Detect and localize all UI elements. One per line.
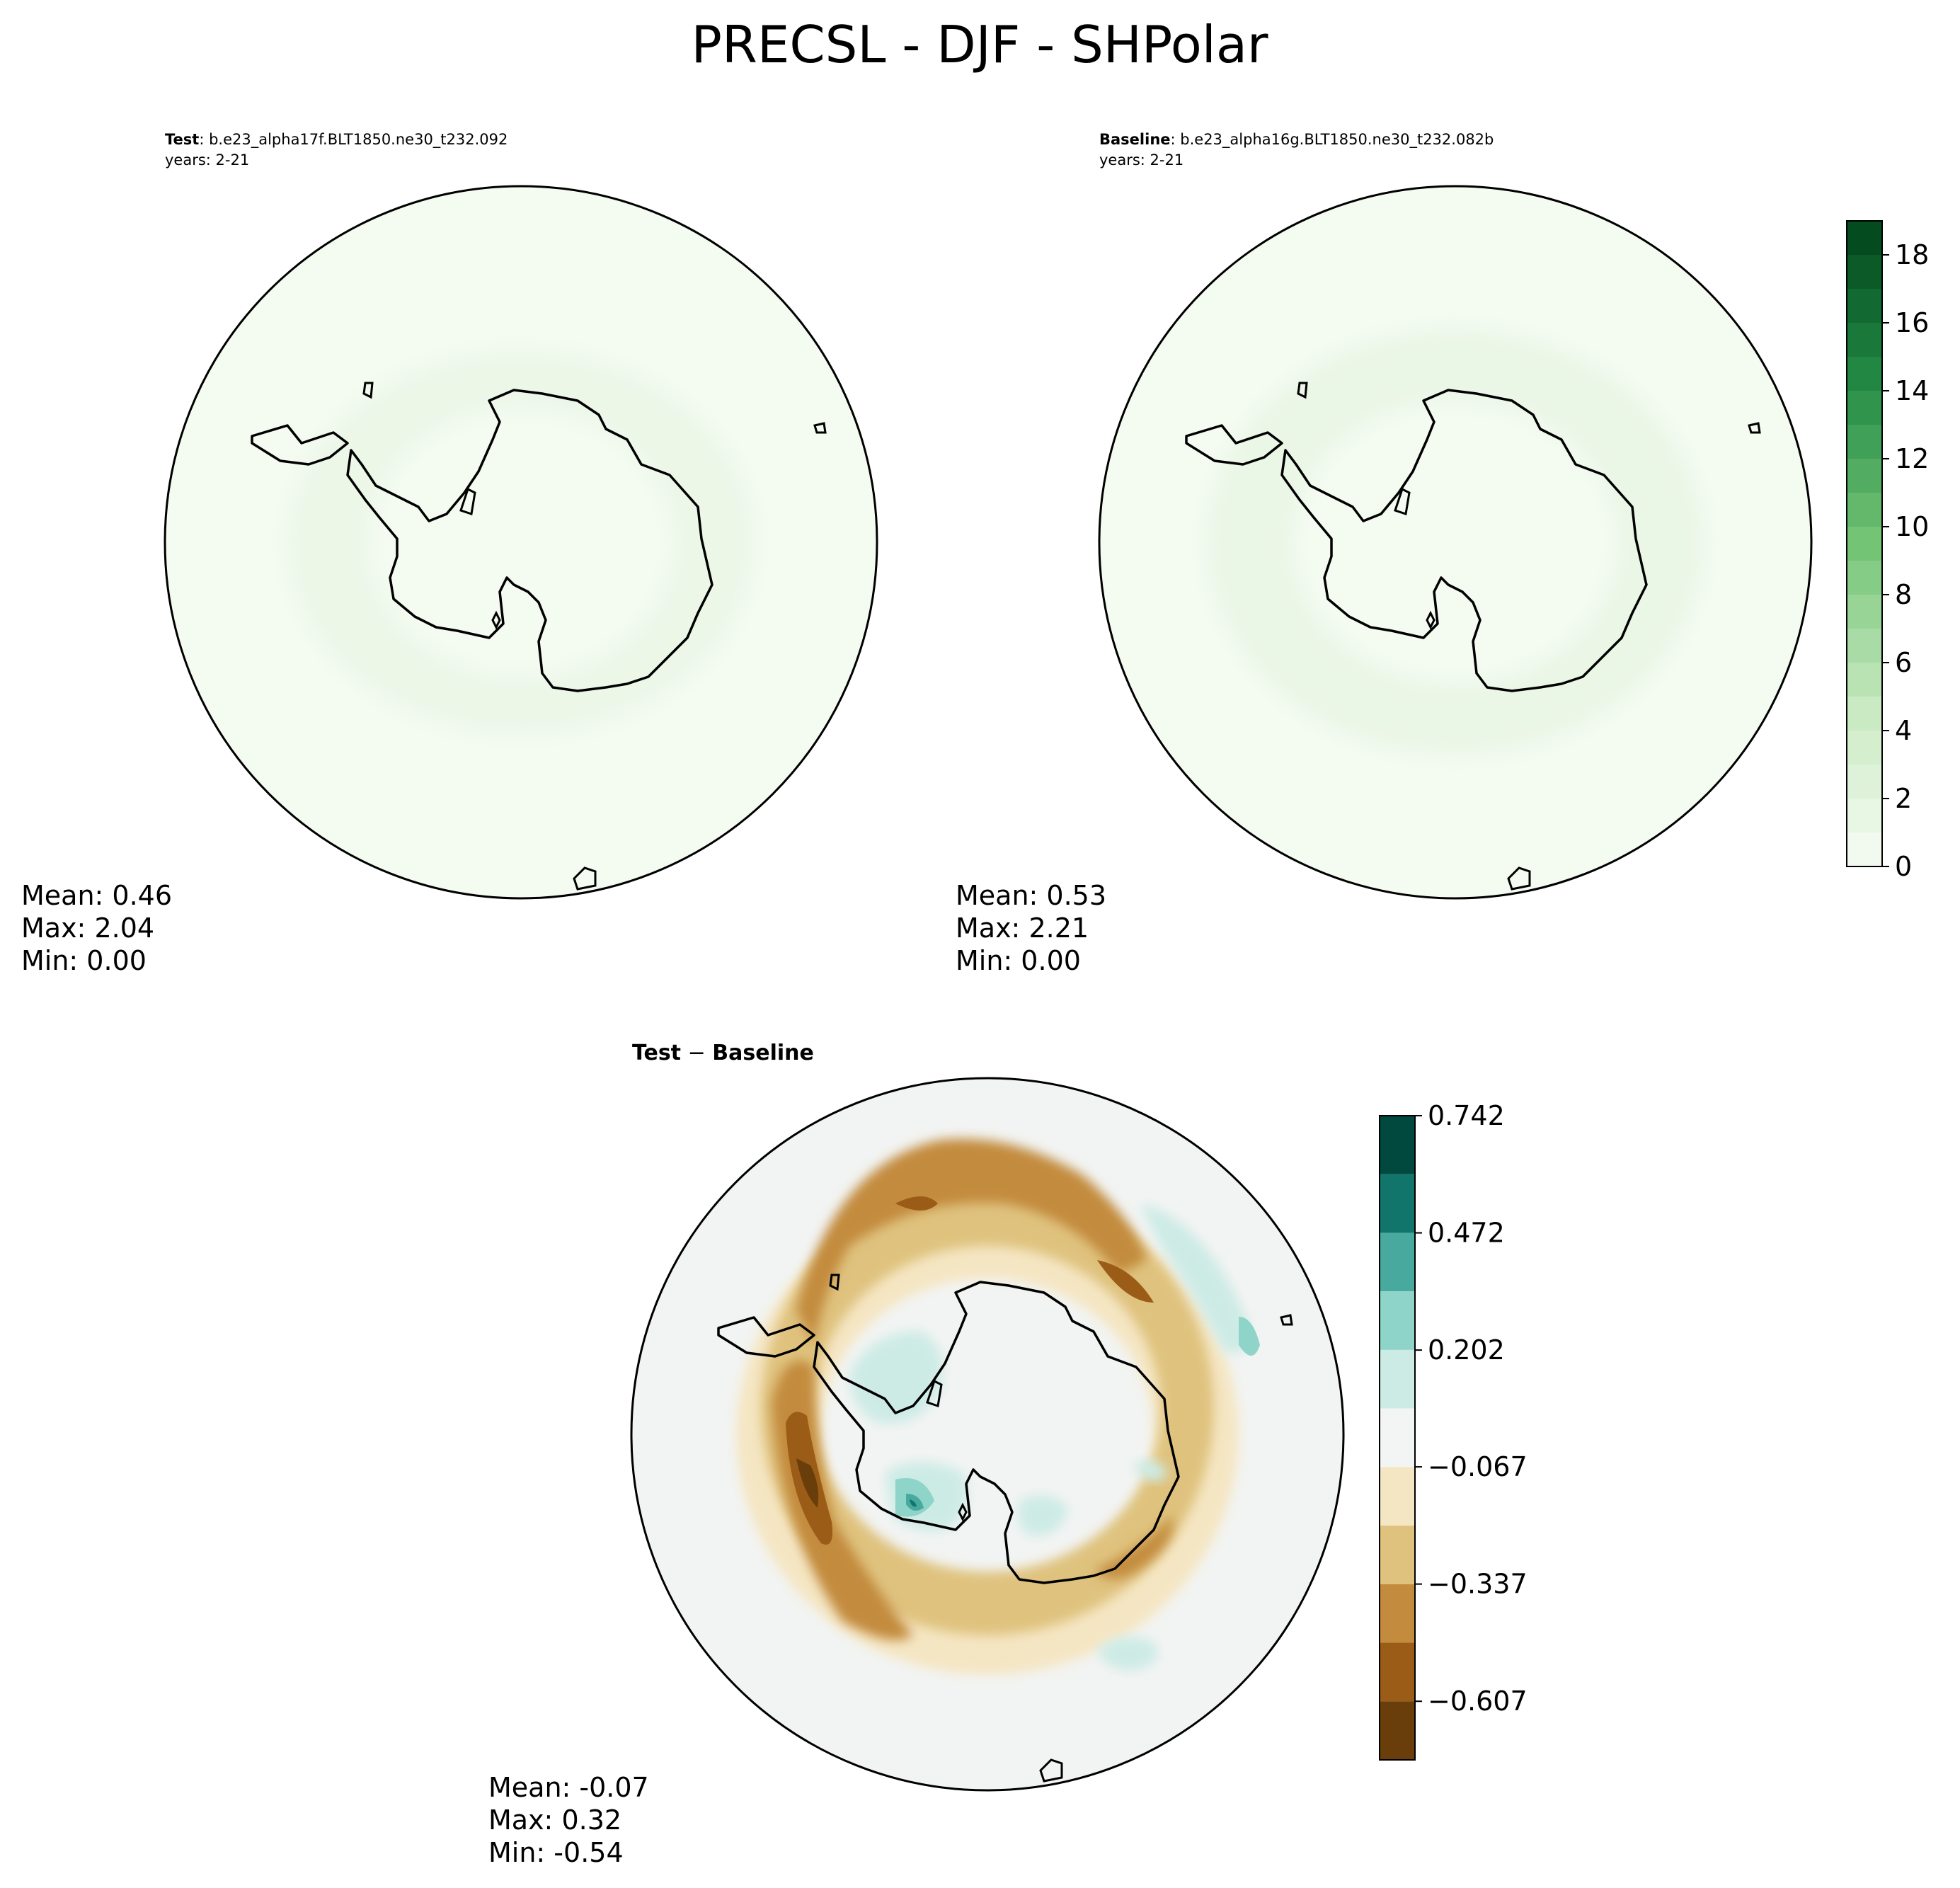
colorbar-difference-tick-label: −0.607 <box>1428 1686 1528 1717</box>
colorbar-difference-band <box>1380 1408 1415 1468</box>
colorbar-precip: 0 2 4 6 8 10 12 14 16 18 <box>1846 220 1929 882</box>
panel-difference-title-right: Baseline <box>712 1041 814 1065</box>
colorbar-difference-band <box>1380 1174 1415 1233</box>
panel-test-header: Test: b.e23_alpha17f.BLT1850.ne30_t232.0… <box>165 131 508 149</box>
panel-difference-map <box>630 1077 1345 1792</box>
colorbar-precip-tick-label: 2 <box>1895 783 1912 814</box>
colorbar-precip-tick-label: 18 <box>1895 239 1929 270</box>
panel-baseline-case: : b.e23_alpha16g.BLT1850.ne30_t232.082b <box>1171 131 1494 149</box>
colorbar-precip-band <box>1847 527 1882 561</box>
colorbar-precip-band <box>1847 357 1882 391</box>
colorbar-precip-band <box>1847 221 1882 255</box>
panel-difference-title: Test − Baseline <box>632 1041 814 1065</box>
colorbar-difference-outline <box>1379 1115 1416 1761</box>
colorbar-difference-tick-label: 0.202 <box>1428 1334 1505 1366</box>
panel-baseline-label: Baseline <box>1099 131 1171 148</box>
panel-baseline-years: years: 2-21 <box>1099 151 1184 168</box>
colorbar-difference-band <box>1380 1232 1415 1292</box>
panel-test-stats: Mean: 0.46 Max: 2.04 Min: 0.00 <box>21 880 172 976</box>
colorbar-precip-band <box>1847 255 1882 289</box>
colorbar-difference-band <box>1380 1116 1415 1174</box>
colorbar-difference-tick-label: −0.337 <box>1428 1569 1528 1600</box>
colorbar-precip-band <box>1847 595 1882 629</box>
colorbar-precip-band <box>1847 289 1882 323</box>
colorbar-precip-tick-label: 12 <box>1895 443 1929 474</box>
panel-difference-title-minus: − <box>681 1041 712 1065</box>
colorbar-precip-tick-label: 14 <box>1895 375 1929 406</box>
colorbar-difference-tick-label: 0.472 <box>1428 1218 1505 1249</box>
colorbar-difference-band <box>1380 1349 1415 1409</box>
colorbar-difference-band <box>1380 1584 1415 1643</box>
panel-baseline-mean: Mean: 0.53 <box>956 880 1106 911</box>
colorbar-precip-band <box>1847 391 1882 425</box>
colorbar-precip-band <box>1847 731 1882 765</box>
colorbar-precip-tick-label: 6 <box>1895 647 1912 678</box>
colorbar-precip-band <box>1847 425 1882 459</box>
colorbar-difference-tick-label: 0.742 <box>1428 1100 1505 1131</box>
colorbar-precip-band <box>1847 323 1882 357</box>
panel-difference-mean: Mean: -0.07 <box>488 1772 649 1803</box>
panel-baseline: Baseline: b.e23_alpha16g.BLT1850.ne30_t2… <box>956 131 1813 976</box>
panel-test-min: Min: 0.00 <box>21 945 147 976</box>
panel-baseline-stats: Mean: 0.53 Max: 2.21 Min: 0.00 <box>956 880 1106 976</box>
panel-difference-max: Max: 0.32 <box>488 1804 621 1836</box>
colorbar-difference-band <box>1380 1291 1415 1350</box>
colorbar-difference-band <box>1380 1642 1415 1702</box>
colorbar-precip-band <box>1847 663 1882 697</box>
panel-test-years: years: 2-21 <box>165 151 249 168</box>
panel-test-mean: Mean: 0.46 <box>21 880 172 911</box>
panel-test-field <box>287 350 755 734</box>
colorbar-precip-tick-label: 16 <box>1895 307 1929 338</box>
colorbar-precip-tick-label: 0 <box>1895 851 1912 882</box>
panel-test-map <box>164 185 878 900</box>
panel-test-max: Max: 2.04 <box>21 912 154 944</box>
panel-difference-field <box>736 1138 1260 1675</box>
panel-baseline-map <box>1098 185 1813 900</box>
panel-baseline-max: Max: 2.21 <box>956 912 1089 944</box>
figure-title: PRECSL - DJF - SHPolar <box>691 15 1268 74</box>
colorbar-difference-band <box>1380 1526 1415 1584</box>
colorbar-precip-band <box>1847 459 1882 493</box>
colorbar-difference-band <box>1380 1701 1415 1760</box>
colorbar-precip-band <box>1847 493 1882 527</box>
colorbar-precip-tick-label: 10 <box>1895 511 1929 542</box>
panel-difference-title-left: Test <box>632 1041 681 1065</box>
colorbar-precip-band <box>1847 561 1882 595</box>
panel-difference-stats: Mean: -0.07 Max: 0.32 Min: -0.54 <box>488 1772 649 1868</box>
colorbar-difference-tick-label: −0.067 <box>1428 1451 1528 1482</box>
panel-difference-min: Min: -0.54 <box>488 1837 624 1868</box>
colorbar-difference-band <box>1380 1467 1415 1526</box>
panel-baseline-header: Baseline: b.e23_alpha16g.BLT1850.ne30_t2… <box>1099 131 1494 149</box>
colorbar-precip-tick-label: 8 <box>1895 579 1912 610</box>
colorbar-precip-band <box>1847 697 1882 731</box>
panel-test-label: Test <box>165 131 199 148</box>
panel-test: Test: b.e23_alpha17f.BLT1850.ne30_t232.0… <box>21 131 878 976</box>
colorbar-precip-band <box>1847 765 1882 799</box>
colorbar-precip-band <box>1847 629 1882 663</box>
colorbar-precip-tick-label: 4 <box>1895 715 1912 746</box>
panel-baseline-min: Min: 0.00 <box>956 945 1081 976</box>
panel-test-case: : b.e23_alpha17f.BLT1850.ne30_t232.092 <box>199 131 508 149</box>
colorbar-precip-band <box>1847 833 1882 866</box>
colorbar-precip-band <box>1847 799 1882 833</box>
colorbar-difference: 0.742 0.472 0.202 −0.067 −0.337 −0.607 <box>1379 1100 1528 1761</box>
colorbar-precip-outline <box>1846 220 1883 867</box>
panel-baseline-field <box>1208 330 1703 755</box>
panel-difference: Test − Baseline <box>488 1041 1345 1868</box>
